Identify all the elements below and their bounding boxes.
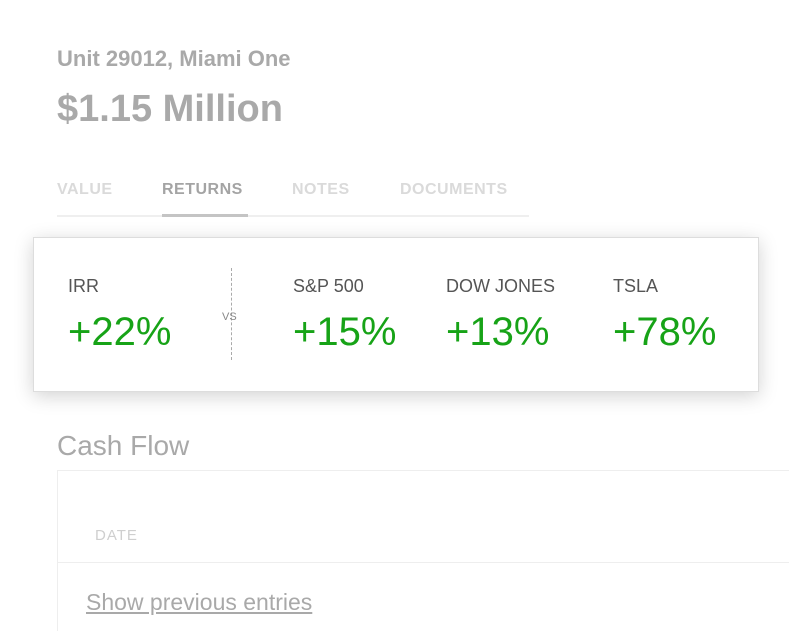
label: S&P 500 <box>293 276 364 296</box>
tab[interactable]: DOCUMENTS <box>400 181 508 198</box>
tab-indicator <box>162 214 248 217</box>
tab[interactable]: VALUE <box>57 181 113 198</box>
label: IRR <box>68 276 99 296</box>
value: +22% <box>68 310 172 354</box>
title: $1.15 Million <box>57 88 283 130</box>
tab[interactable]: NOTES <box>292 181 350 198</box>
section-title: Cash Flow <box>57 430 190 461</box>
column-header: DATE <box>95 527 138 544</box>
value: +15% <box>293 310 397 354</box>
divider <box>231 268 232 360</box>
label: TSLA <box>613 276 659 296</box>
row-rule <box>58 562 789 563</box>
label: DOW JONES <box>446 276 556 296</box>
subtitle: Unit 29012, Miami One <box>57 46 291 71</box>
vs: VS <box>222 311 237 323</box>
link[interactable]: Show previous entries <box>86 589 313 615</box>
tab[interactable]: RETURNS <box>162 181 243 198</box>
table <box>57 470 789 631</box>
value: +13% <box>446 310 550 354</box>
returns-card: IRR +22% VS S&P 500 +15% DOW JONES +13% … <box>33 237 759 392</box>
value: +78% <box>613 310 717 354</box>
tab-rule <box>57 215 529 217</box>
